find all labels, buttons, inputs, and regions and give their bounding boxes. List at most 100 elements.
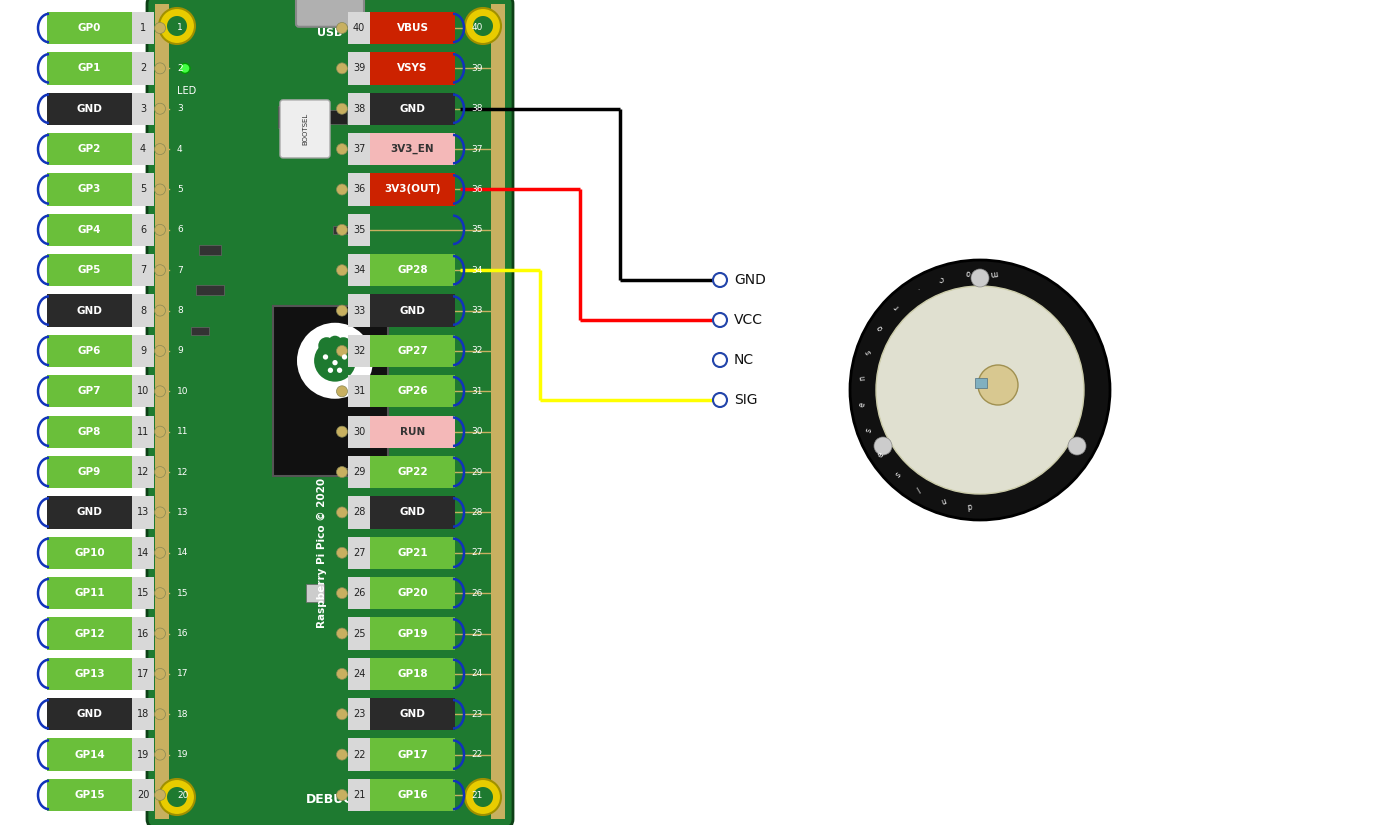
Text: GP8: GP8 — [78, 427, 101, 436]
FancyBboxPatch shape — [279, 106, 307, 128]
Text: 37: 37 — [353, 144, 365, 154]
Text: GP22: GP22 — [398, 467, 428, 477]
Text: GP28: GP28 — [398, 265, 428, 276]
Text: GP9: GP9 — [78, 467, 101, 477]
FancyBboxPatch shape — [48, 92, 132, 125]
FancyBboxPatch shape — [132, 698, 154, 730]
Circle shape — [154, 668, 165, 680]
Text: VBUS: VBUS — [396, 23, 428, 33]
Text: GND: GND — [77, 507, 102, 517]
Text: GP13: GP13 — [74, 669, 105, 679]
FancyBboxPatch shape — [370, 577, 455, 610]
FancyBboxPatch shape — [349, 254, 370, 286]
Circle shape — [713, 353, 727, 367]
Text: 18: 18 — [176, 710, 189, 719]
FancyBboxPatch shape — [132, 617, 154, 649]
FancyBboxPatch shape — [349, 497, 370, 529]
Text: GP15: GP15 — [74, 790, 105, 800]
Circle shape — [167, 16, 188, 36]
FancyBboxPatch shape — [199, 245, 221, 255]
Circle shape — [181, 64, 190, 73]
Text: 3: 3 — [140, 104, 146, 114]
Circle shape — [342, 354, 347, 360]
FancyBboxPatch shape — [48, 52, 132, 84]
FancyBboxPatch shape — [48, 577, 132, 610]
Text: e: e — [858, 402, 868, 408]
Text: 40: 40 — [472, 23, 483, 32]
Circle shape — [972, 269, 988, 287]
Text: 33: 33 — [353, 305, 365, 316]
Circle shape — [154, 103, 165, 114]
Text: 29: 29 — [472, 468, 483, 477]
Text: .: . — [914, 285, 921, 295]
FancyBboxPatch shape — [370, 497, 455, 529]
FancyBboxPatch shape — [349, 12, 370, 45]
Text: p: p — [967, 503, 973, 512]
FancyBboxPatch shape — [349, 617, 370, 649]
FancyBboxPatch shape — [349, 335, 370, 367]
Text: 4: 4 — [140, 144, 146, 154]
Text: SIG: SIG — [734, 393, 757, 407]
FancyBboxPatch shape — [974, 378, 987, 388]
FancyBboxPatch shape — [147, 0, 512, 825]
FancyBboxPatch shape — [48, 738, 132, 771]
FancyBboxPatch shape — [370, 92, 455, 125]
FancyBboxPatch shape — [132, 658, 154, 690]
Text: 23: 23 — [353, 710, 365, 719]
Text: GP0: GP0 — [78, 23, 101, 33]
FancyBboxPatch shape — [349, 173, 370, 205]
Text: 25: 25 — [472, 629, 483, 638]
FancyBboxPatch shape — [155, 4, 169, 819]
Circle shape — [154, 144, 165, 154]
Circle shape — [160, 779, 195, 815]
FancyBboxPatch shape — [132, 497, 154, 529]
FancyBboxPatch shape — [349, 658, 370, 690]
FancyBboxPatch shape — [349, 52, 370, 84]
Text: 38: 38 — [472, 104, 483, 113]
Circle shape — [336, 467, 347, 478]
FancyBboxPatch shape — [370, 335, 455, 367]
Circle shape — [336, 22, 347, 34]
Text: GP17: GP17 — [398, 750, 428, 760]
Text: e: e — [876, 450, 886, 459]
Text: 26: 26 — [353, 588, 365, 598]
FancyBboxPatch shape — [132, 779, 154, 811]
Circle shape — [979, 365, 1018, 405]
Text: 36: 36 — [353, 185, 365, 195]
Text: 25: 25 — [353, 629, 365, 639]
Text: 39: 39 — [353, 64, 365, 73]
Circle shape — [850, 260, 1110, 520]
Text: 18: 18 — [137, 710, 150, 719]
FancyBboxPatch shape — [307, 584, 323, 602]
Text: 32: 32 — [353, 346, 365, 356]
FancyBboxPatch shape — [349, 577, 370, 610]
Circle shape — [154, 587, 165, 599]
Text: 4: 4 — [176, 144, 182, 153]
Circle shape — [336, 628, 347, 639]
Text: 23: 23 — [472, 710, 483, 719]
Text: BOOTSEL: BOOTSEL — [302, 113, 308, 145]
FancyBboxPatch shape — [370, 375, 455, 408]
FancyBboxPatch shape — [333, 226, 367, 233]
FancyBboxPatch shape — [370, 133, 455, 165]
Circle shape — [329, 356, 342, 369]
Text: GP10: GP10 — [74, 548, 105, 558]
Circle shape — [876, 286, 1084, 494]
Text: o: o — [965, 268, 970, 277]
Text: 31: 31 — [353, 386, 365, 396]
FancyBboxPatch shape — [48, 295, 132, 327]
FancyBboxPatch shape — [370, 658, 455, 690]
Text: GP14: GP14 — [74, 750, 105, 760]
FancyBboxPatch shape — [48, 375, 132, 408]
Text: 16: 16 — [137, 629, 150, 639]
FancyBboxPatch shape — [132, 416, 154, 448]
Circle shape — [335, 337, 351, 354]
Text: 28: 28 — [353, 507, 365, 517]
Text: 9: 9 — [140, 346, 146, 356]
Text: 1: 1 — [140, 23, 146, 33]
FancyBboxPatch shape — [132, 254, 154, 286]
FancyBboxPatch shape — [190, 327, 209, 335]
FancyBboxPatch shape — [349, 375, 370, 408]
Text: GP27: GP27 — [398, 346, 428, 356]
Text: GP6: GP6 — [78, 346, 101, 356]
